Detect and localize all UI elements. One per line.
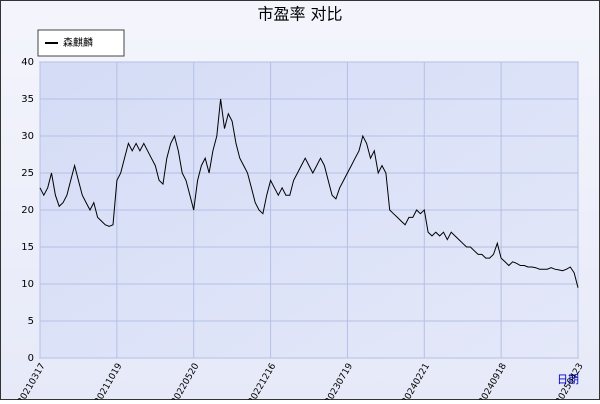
y-tick-label: 0 xyxy=(28,353,34,364)
y-tick-label: 30 xyxy=(21,131,34,142)
y-tick-label: 10 xyxy=(21,279,34,290)
y-tick-label: 15 xyxy=(21,242,34,253)
chart-title: 市盈率 对比 xyxy=(257,5,342,24)
y-tick-label: 5 xyxy=(28,316,34,327)
y-tick-label: 35 xyxy=(21,94,34,105)
y-tick-label: 20 xyxy=(21,205,34,216)
y-tick-label: 25 xyxy=(21,168,34,179)
x-axis-label: 日期 xyxy=(557,373,579,386)
y-tick-label: 40 xyxy=(21,57,34,68)
data-line xyxy=(39,98,579,288)
legend-label: 森麒麟 xyxy=(63,36,93,49)
